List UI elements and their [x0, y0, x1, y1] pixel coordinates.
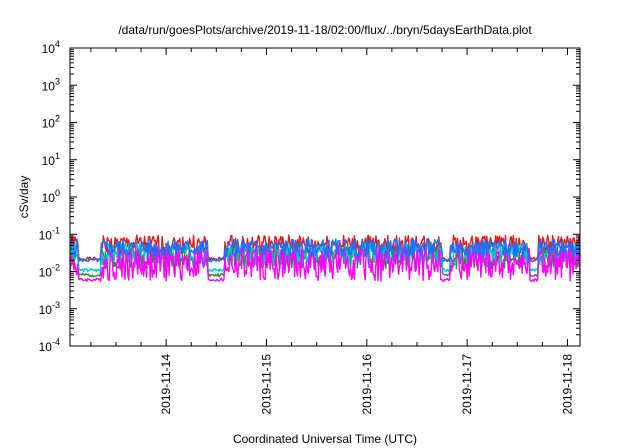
x-tick-label: 2019-11-14: [159, 354, 173, 415]
y-tick-label: 104: [42, 39, 60, 56]
x-tick-label: 2019-11-18: [560, 354, 574, 415]
series-line: [69, 238, 581, 263]
chart-title: /data/run/goesPlots/archive/2019-11-18/0…: [118, 23, 532, 37]
y-tick-label: 10-2: [39, 263, 60, 280]
plot-frame: [69, 47, 581, 347]
series-layer: [69, 234, 581, 283]
y-tick-label: 100: [42, 188, 60, 205]
x-tick-label: 2019-11-15: [259, 354, 273, 415]
y-axis: 10-4 10-3 10-2 10-1 100 101 102 103 104: [39, 39, 580, 354]
x-tick-label: 2019-11-16: [360, 354, 374, 415]
x-axis: 2019-11-14 2019-11-15 2019-11-16 2019-11-17…: [90, 48, 574, 415]
x-axis-label: Coordinated Universal Time (UTC): [233, 432, 417, 446]
y-tick-label: 102: [42, 114, 60, 131]
y-axis-label: cSv/day: [17, 176, 31, 219]
y-tick-label: 103: [42, 76, 60, 93]
x-tick-label: 2019-11-17: [460, 354, 474, 415]
y-tick-label: 10-1: [39, 225, 60, 242]
y-tick-label: 10-4: [39, 337, 60, 354]
y-tick-label: 101: [42, 151, 60, 168]
y-tick-label: 10-3: [39, 300, 60, 317]
